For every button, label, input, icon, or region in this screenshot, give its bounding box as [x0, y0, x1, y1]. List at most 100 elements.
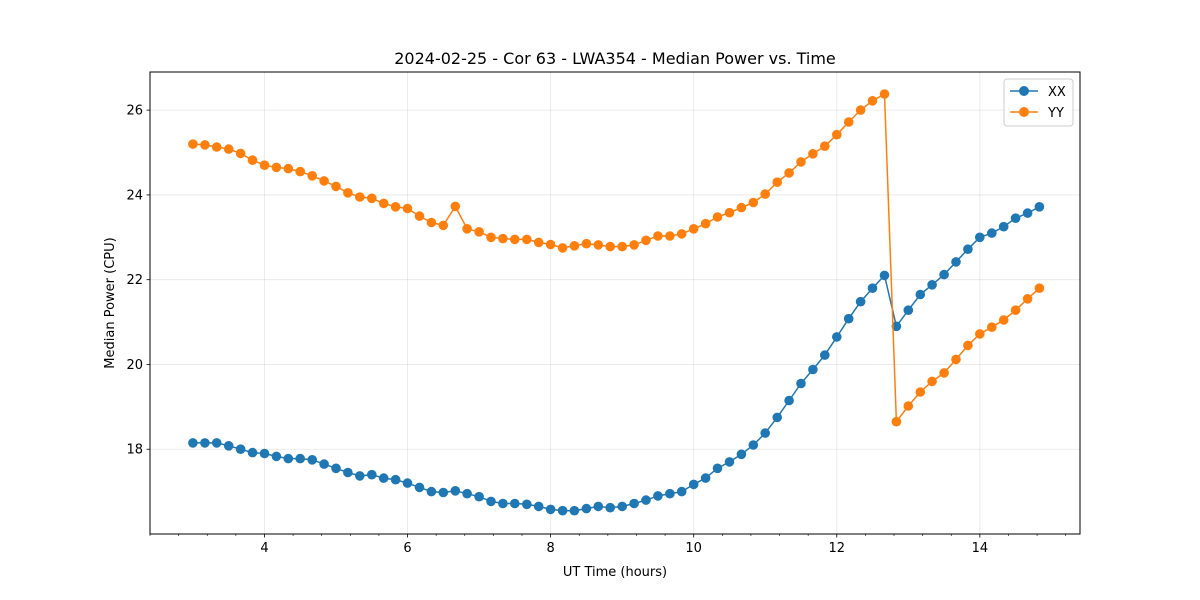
series-xx-point	[736, 449, 747, 460]
series-yy-point	[629, 240, 639, 250]
series-xx-point	[963, 244, 973, 254]
series-xx-point	[355, 471, 365, 481]
series-xx-point	[450, 486, 461, 496]
y-tick-label: 22	[126, 273, 143, 288]
series-xx-point	[879, 270, 890, 281]
series-xx-point	[1034, 202, 1045, 212]
series-xx-point	[784, 395, 794, 406]
series-yy-point	[188, 139, 198, 149]
series-yy-point	[438, 220, 449, 231]
series-xx-point	[760, 428, 770, 438]
series-yy-point	[641, 235, 651, 246]
y-tick-label: 24	[126, 188, 143, 203]
series-yy-point	[498, 233, 508, 244]
legend-xx-label: XX	[1048, 85, 1066, 100]
series-xx-point	[462, 488, 472, 499]
series-xx-point	[569, 505, 580, 516]
series-yy-point	[939, 368, 949, 378]
series-yy-point	[736, 202, 747, 213]
series-xx-point	[915, 289, 926, 300]
series-yy-point	[724, 207, 735, 218]
series-yy-point	[688, 224, 699, 234]
series-xx-point	[748, 440, 759, 450]
series-xx-point	[593, 501, 604, 512]
series-xx-point	[271, 451, 282, 462]
series-yy-point	[808, 149, 818, 159]
series-xx-point	[402, 478, 413, 488]
series-xx-point	[378, 473, 389, 483]
series-yy-point	[355, 192, 365, 202]
series-xx-point	[641, 495, 651, 505]
y-tick-label: 18	[126, 443, 143, 458]
series-yy-point	[665, 231, 675, 241]
series-yy-point	[522, 234, 532, 245]
series-yy-point	[211, 142, 222, 152]
series-yy-point	[235, 148, 246, 159]
series-xx-point	[343, 467, 353, 478]
series-yy-point	[772, 177, 782, 187]
series-xx-point	[629, 498, 639, 509]
series-yy-point	[617, 241, 627, 252]
series-yy-point	[581, 238, 592, 249]
series-yy-point	[653, 231, 663, 241]
series-yy-point	[223, 144, 234, 154]
series-yy-point	[295, 166, 306, 177]
series-xx-point	[832, 332, 842, 342]
series-yy-point	[927, 376, 937, 387]
series-yy-point	[891, 416, 902, 427]
series-xx-point	[617, 501, 627, 512]
series-yy-point	[832, 129, 842, 140]
series-xx-point	[1022, 208, 1033, 218]
series-xx-point	[1010, 213, 1021, 223]
series-yy-point	[426, 217, 437, 228]
series-xx-point	[975, 232, 985, 243]
series-xx-point	[235, 444, 246, 455]
series-yy-point	[998, 315, 1009, 325]
series-yy-point	[915, 387, 926, 397]
series-yy-point	[855, 105, 866, 115]
series-xx-point	[307, 455, 318, 465]
series-yy-point	[903, 401, 914, 411]
legend: XX YY	[1003, 78, 1074, 127]
series-xx-point	[808, 364, 818, 375]
series-xx-point	[927, 280, 937, 290]
series-yy-point	[450, 201, 461, 212]
series-xx-point	[724, 457, 735, 467]
series-xx-point	[987, 228, 997, 238]
series-yy-point	[867, 96, 878, 106]
series-yy-point	[557, 243, 568, 253]
series-xx-point	[188, 438, 198, 448]
y-tick-label: 26	[126, 104, 143, 119]
legend-yy-marker	[1019, 107, 1029, 117]
series-xx-point	[319, 459, 329, 469]
series-yy-point	[378, 198, 389, 209]
series-xx-point	[533, 501, 544, 512]
series-yy-point	[462, 224, 472, 234]
series-yy-point	[283, 163, 294, 174]
series-yy-point	[259, 160, 270, 170]
series-yy-point	[307, 171, 318, 181]
series-yy-point	[843, 117, 854, 127]
series-xx-point	[295, 453, 306, 464]
series-xx-point	[676, 486, 687, 497]
series-yy-point	[820, 141, 830, 151]
series-xx-point	[498, 498, 508, 509]
grid	[150, 72, 1080, 534]
series-yy-point	[593, 240, 604, 250]
series-yy-point	[390, 202, 401, 212]
series-yy-point	[545, 239, 556, 250]
series-xx-point	[867, 283, 878, 294]
series-xx-point	[939, 269, 949, 280]
series-yy-point	[474, 227, 484, 237]
series-xx-point	[367, 469, 377, 480]
series-xx-point	[486, 496, 496, 507]
series-yy-point	[343, 188, 353, 198]
series-yy-point	[200, 140, 210, 150]
series-yy-point	[748, 197, 759, 208]
series-xx-point	[474, 491, 484, 502]
x-tick-label: 14	[972, 541, 989, 556]
series-xx-point	[951, 257, 961, 267]
series-xx-point	[772, 412, 782, 423]
series-xx-point	[688, 479, 699, 490]
